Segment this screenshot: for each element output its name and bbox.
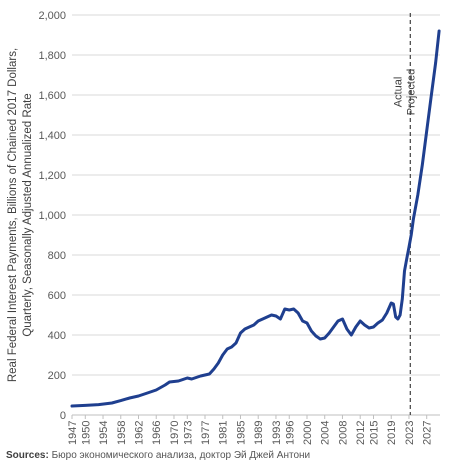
x-tick-label: 1962 <box>134 421 146 445</box>
annotations: Actual Projected <box>392 69 417 115</box>
x-tick-label: 2015 <box>368 421 380 445</box>
x-axis-ticks: 1947 1950 1954 1958 1962 1966 1970 1973 1977 1981… <box>67 415 434 445</box>
series-line <box>70 29 441 408</box>
x-tick-label: 2023 <box>404 421 416 445</box>
x-tick-label: 2004 <box>320 421 332 445</box>
x-tick-label: 1977 <box>200 421 212 445</box>
gridlines <box>72 14 440 376</box>
x-tick-label: 1970 <box>169 421 181 445</box>
x-tick-label: 2019 <box>386 421 398 445</box>
x-tick-label: 1966 <box>151 421 163 445</box>
x-tick-label: 2008 <box>337 421 349 445</box>
x-tick-label: 2012 <box>355 421 367 445</box>
source-text: Бюро экономического анализа, доктор Эй Д… <box>51 450 311 461</box>
y-tick-label: 200 <box>48 370 66 382</box>
y-axis-ticks: 0 200 400 600 800 1,000 1,200 1,400 1,600 1,800 2,… <box>38 10 66 422</box>
x-tick-label: 1950 <box>80 421 92 445</box>
x-tick-label: 1947 <box>67 421 79 445</box>
y-tick-label: 1,400 <box>38 130 66 142</box>
source-note: Sources: Бюро экономического анализа, до… <box>6 450 310 461</box>
y-tick-label: 1,200 <box>38 170 66 182</box>
y-tick-label: 1,000 <box>38 210 66 222</box>
annotation-actual: Actual <box>392 77 404 108</box>
annotation-projected: Projected <box>405 69 417 115</box>
x-tick-label: 1954 <box>98 421 110 445</box>
x-tick-label: 2027 <box>422 421 434 445</box>
x-tick-label: 1989 <box>253 421 265 445</box>
y-axis-label-line: Real Federal Interest Payments, Billions… <box>7 48 19 382</box>
y-tick-label: 400 <box>48 330 66 342</box>
y-tick-label: 1,600 <box>38 90 66 102</box>
x-tick-label: 1981 <box>218 421 230 445</box>
x-tick-label: 1996 <box>284 421 296 445</box>
x-tick-label: 1958 <box>116 421 128 445</box>
x-tick-label: 1985 <box>235 421 247 445</box>
x-tick-label: 1993 <box>271 421 283 445</box>
y-tick-label: 0 <box>60 410 66 422</box>
y-tick-label: 800 <box>48 250 66 262</box>
x-tick-label: 2000 <box>302 421 314 445</box>
source-lead: Sources: <box>6 450 49 461</box>
y-axis-label-line: Quarterly, Seasonally Adjusted Annualize… <box>22 93 34 336</box>
y-tick-label: 2,000 <box>38 10 66 22</box>
y-axis-label: Real Federal Interest Payments, Billions… <box>7 48 34 382</box>
y-tick-label: 1,800 <box>38 50 66 62</box>
y-tick-label: 600 <box>48 290 66 302</box>
x-tick-label: 1973 <box>182 421 194 445</box>
